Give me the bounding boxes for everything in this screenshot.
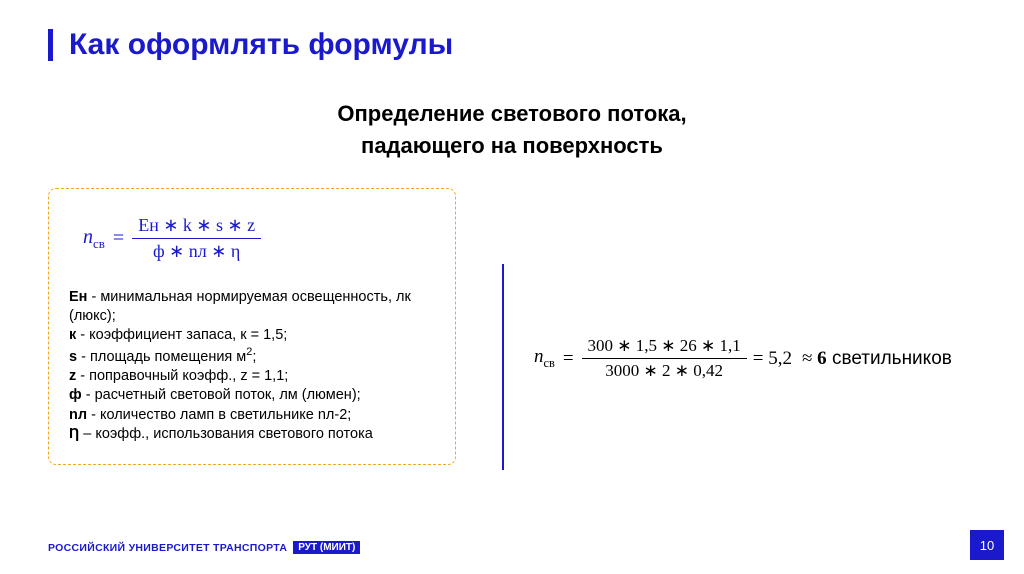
calc-unit: светильников [827, 348, 952, 369]
calc-denominator: 3000 ∗ 2 ∗ 0,42 [599, 359, 729, 381]
approx-symbol: ≈ [802, 348, 817, 369]
calc-approx: ≈ 6 светильников [802, 348, 952, 370]
formula-lhs-sub: св [93, 236, 105, 251]
formula-numerator: Eн ∗ k ∗ s ∗ z [132, 215, 261, 239]
formula-fraction: Eн ∗ k ∗ s ∗ z ф ∗ nл ∗ η [132, 215, 261, 262]
formula-box: nсв = Eн ∗ k ∗ s ∗ z ф ∗ nл ∗ η Ен - мин… [48, 188, 456, 465]
formula-denominator: ф ∗ nл ∗ η [147, 239, 246, 262]
equals-sign: = [113, 227, 124, 250]
variable-definitions: Ен - минимальная нормируемая освещенност… [69, 288, 435, 444]
subtitle-line-1: Определение светового потока, [337, 101, 686, 126]
slide-subtitle: Определение светового потока, падающего … [0, 98, 1024, 162]
def-eta: Ƞ – коэфф., использования светового пото… [69, 425, 435, 444]
page-number: 10 [970, 530, 1004, 560]
calculation: nсв = 300 ∗ 1,5 ∗ 26 ∗ 1,1 3000 ∗ 2 ∗ 0,… [534, 336, 952, 381]
def-nl: nл - количество ламп в светильнике nл-2; [69, 406, 435, 425]
def-k: к - коэффициент запаса, к = 1,5; [69, 326, 435, 345]
def-s: s - площадь помещения м2; [69, 345, 435, 367]
formula-lhs: nсв [83, 226, 105, 252]
calc-result: = 5,2 [753, 348, 792, 370]
subtitle-line-2: падающего на поверхность [361, 133, 663, 158]
calc-numerator: 300 ∗ 1,5 ∗ 26 ∗ 1,1 [582, 336, 747, 359]
calc-lhs: nсв [534, 346, 555, 371]
footer-badge: РУТ (МИИТ) [293, 541, 360, 554]
calc-fraction: 300 ∗ 1,5 ∗ 26 ∗ 1,1 3000 ∗ 2 ∗ 0,42 [582, 336, 747, 381]
approx-value: 6 [817, 348, 827, 369]
vertical-divider [502, 264, 504, 470]
slide-title-bar: Как оформлять формулы [48, 28, 453, 62]
footer: РОССИЙСКИЙ УНИВЕРСИТЕТ ТРАНСПОРТА РУТ (М… [48, 541, 360, 554]
slide-title: Как оформлять формулы [69, 28, 453, 62]
calc-lhs-var: n [534, 346, 544, 367]
title-accent-bar [48, 29, 53, 61]
main-formula: nсв = Eн ∗ k ∗ s ∗ z ф ∗ nл ∗ η [83, 215, 435, 262]
footer-university: РОССИЙСКИЙ УНИВЕРСИТЕТ ТРАНСПОРТА [48, 542, 287, 554]
calc-lhs-sub: св [544, 356, 555, 370]
def-en: Ен - минимальная нормируемая освещенност… [69, 288, 435, 326]
def-f: ф - расчетный световой поток, лм (люмен)… [69, 386, 435, 405]
formula-lhs-var: n [83, 226, 93, 248]
calc-equals: = [563, 348, 574, 370]
def-z: z - поправочный коэфф., z = 1,1; [69, 367, 435, 386]
